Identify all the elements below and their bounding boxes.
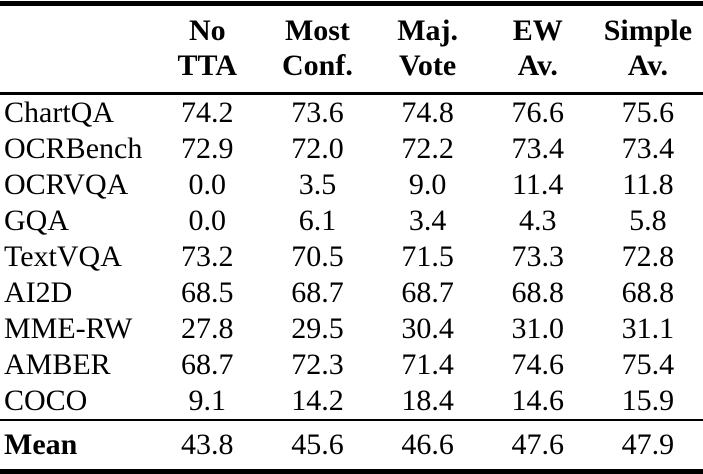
table-body: ChartQA 74.2 73.6 74.8 76.6 75.6 OCRBenc… [0,94,703,472]
table-row-chartqa: ChartQA 74.2 73.6 74.8 76.6 75.6 [0,94,703,132]
cell: 72.3 [291,348,344,381]
row-label: OCRBench [4,132,143,165]
row-label: MME-RW [4,312,133,345]
cell: 3.4 [408,204,447,237]
cell: 46.6 [401,428,454,461]
cell: 73.2 [181,240,234,273]
cell: 74.8 [401,96,454,129]
cell: 68.7 [401,276,454,309]
cell: 11.8 [622,168,674,201]
table-row-mme-rw: MME-RW 27.8 29.5 30.4 31.0 31.1 [0,311,703,347]
cell: 74.6 [511,348,565,381]
row-label: GQA [4,204,69,237]
cell: 31.1 [621,312,675,345]
cell: 75.6 [621,96,675,129]
column-header-ew-av: EW Av. [482,3,593,95]
row-label-mean: Mean [4,428,78,461]
cell: 9.1 [152,383,263,421]
cell: 4.3 [519,204,557,237]
cell: 45.6 [291,428,344,461]
table-row-gqa: GQA 0.0 6.1 3.4 4.3 5.8 [0,203,703,239]
cell: 11.4 [512,168,564,201]
cell: 68.5 [181,276,234,309]
table-row-amber: AMBER 68.7 72.3 71.4 74.6 75.4 [0,347,703,383]
column-header-no-tta: No TTA [152,3,263,95]
cell: 6.1 [298,204,337,237]
column-header-line: No [188,14,226,47]
column-header-line: Simple [603,14,693,47]
column-header-line: TTA [177,49,238,82]
row-label: ChartQA [4,96,114,129]
column-header-most-conf: Most Conf. [262,3,373,95]
cell: 29.5 [291,312,344,345]
cell: 9.0 [408,168,447,201]
cell: 47.9 [621,428,675,461]
cell: 68.7 [291,276,344,309]
cell: 72.8 [621,240,675,273]
column-header-line: Av. [517,49,558,82]
cell: 72.2 [401,132,454,165]
row-label: OCRVQA [4,168,129,201]
cell: 73.3 [511,240,565,273]
cell: 14.6 [482,383,593,421]
cell: 71.4 [401,348,454,381]
cell: 70.5 [291,240,344,273]
column-header-simple-av: Simple Av. [592,3,703,95]
cell: 0.0 [188,168,227,201]
table-header: No TTA Most Conf. Maj. Vote EW Av. Simpl… [0,3,703,95]
row-label: COCO [0,383,153,421]
cell: 75.4 [621,348,675,381]
table-row-coco: COCO 9.1 14.2 18.4 14.6 15.9 [0,383,703,421]
cell: 3.5 [298,168,337,201]
column-header-maj-vote: Maj. Vote [372,3,483,95]
row-label: AI2D [4,276,73,309]
table-row-textvqa: TextVQA 73.2 70.5 71.5 73.3 72.8 [0,239,703,275]
header-row: No TTA Most Conf. Maj. Vote EW Av. Simpl… [0,3,703,95]
row-label: AMBER [4,348,111,381]
column-header-line: EW [512,14,563,47]
cell: 72.0 [291,132,344,165]
table-row-ocrvqa: OCRVQA 0.0 3.5 9.0 11.4 11.8 [0,167,703,203]
cell: 15.9 [592,383,703,421]
cell: 71.5 [401,240,454,273]
cell: 68.8 [621,276,675,309]
cell: 73.4 [621,132,675,165]
cell: 0.0 [188,204,227,237]
column-header-line: Vote [398,49,457,82]
table-row-ai2d: AI2D 68.5 68.7 68.7 68.8 68.8 [0,275,703,311]
cell: 68.8 [511,276,565,309]
cell: 14.2 [262,383,373,421]
cell: 31.0 [511,312,565,345]
cell: 27.8 [181,312,234,345]
column-header-line: Av. [627,49,669,82]
row-label: TextVQA [4,240,122,273]
cell: 73.4 [511,132,565,165]
cell: 76.6 [511,96,565,129]
corner-cell [0,3,153,95]
cell: 5.8 [629,204,667,237]
table-row-ocrbench: OCRBench 72.9 72.0 72.2 73.4 73.4 [0,131,703,167]
cell: 74.2 [181,96,234,129]
cell: 43.8 [181,428,234,461]
cell: 18.4 [372,383,483,421]
column-header-line: Maj. [397,14,458,47]
cell: 30.4 [401,312,454,345]
table-row-mean: Mean 43.8 45.6 46.6 47.6 47.9 [0,420,703,472]
column-header-line: Conf. [282,49,353,82]
cell: 72.9 [181,132,234,165]
column-header-line: Most [284,14,350,47]
cell: 73.6 [291,96,344,129]
cell: 47.6 [511,428,565,461]
cell: 68.7 [181,348,234,381]
